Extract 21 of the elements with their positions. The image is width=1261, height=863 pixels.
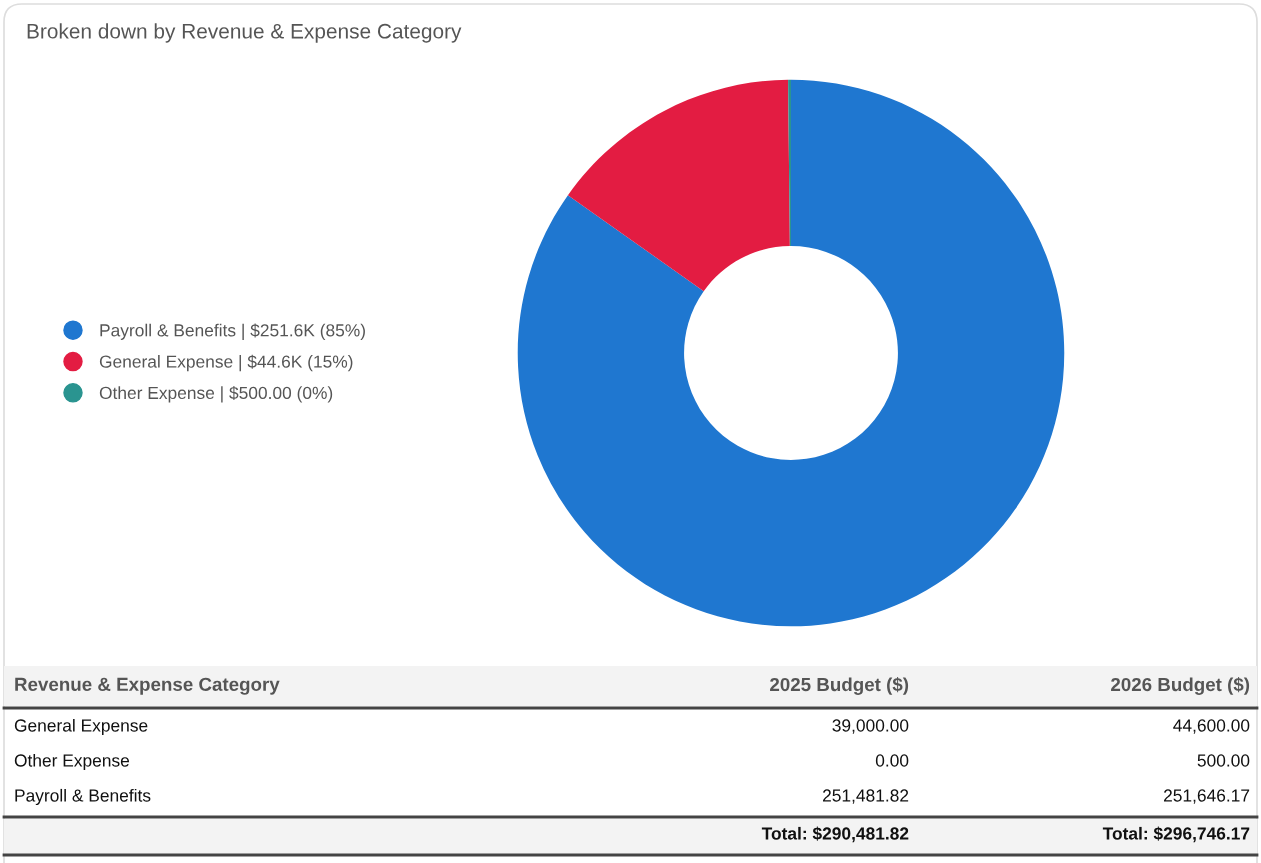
legend-label: General Expense | $44.6K (15%)	[99, 354, 353, 372]
donut-slice	[517, 79, 1065, 627]
text: 251,481.82	[822, 789, 909, 804]
legend-label: Payroll & Benefits | $251.6K (85%)	[100, 323, 365, 340]
text: Other Expense	[14, 753, 130, 771]
text: 251,646.17	[1163, 789, 1250, 804]
text: 500.00	[1197, 754, 1250, 767]
legend-label: Other Expense | $500.00 (0%)	[99, 386, 333, 403]
donut-slice	[567, 79, 790, 292]
text: General Expense	[14, 718, 148, 736]
text: Revenue & Expense Category	[15, 677, 280, 695]
text: Total: $290,481.82	[761, 826, 909, 843]
text: 2026 Budget ($)	[1111, 677, 1250, 695]
text: Total: $296,746.17	[1102, 826, 1250, 843]
chart-title: Broken down by Revenue & Expense Category	[27, 23, 462, 43]
text: Payroll & Benefits	[15, 788, 151, 806]
text: 0.00	[875, 754, 909, 767]
text: 2025 Budget ($)	[770, 677, 909, 695]
donut-slice	[788, 79, 791, 247]
text: 44,600.00	[1173, 719, 1250, 734]
text: 39,000.00	[832, 719, 909, 734]
